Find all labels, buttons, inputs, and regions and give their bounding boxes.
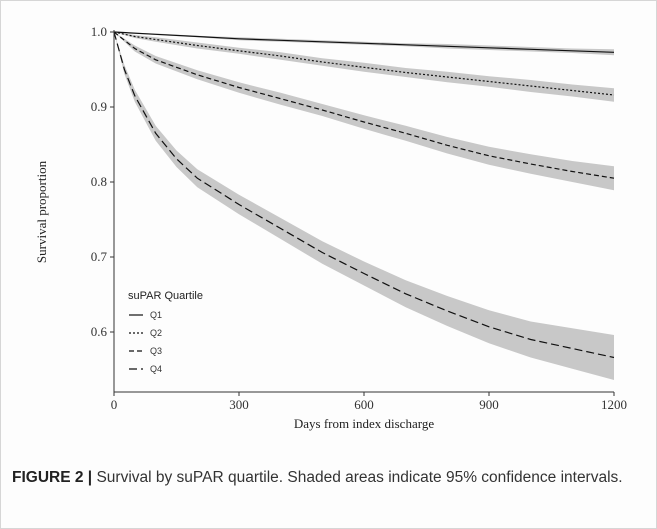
survival-chart: 0.6 0.7 0.8 0.9 1.0 0 300 600 900 1200 Days from i… bbox=[34, 24, 627, 431]
y-tick-label: 0.8 bbox=[91, 174, 107, 189]
legend-label-q1: Q1 bbox=[150, 310, 162, 320]
legend: suPAR Quartile Q1 Q2 Q3 Q4 bbox=[128, 290, 203, 374]
x-tick-label: 0 bbox=[111, 397, 118, 412]
y-tick-label: 0.7 bbox=[91, 249, 108, 264]
y-tick-label: 0.6 bbox=[91, 324, 108, 339]
series-line-q4 bbox=[113, 31, 615, 359]
legend-label-q3: Q3 bbox=[150, 346, 162, 356]
figure-label: FIGURE 2 | bbox=[12, 469, 93, 486]
y-tick-label: 1.0 bbox=[91, 24, 107, 39]
figure-caption: FIGURE 2 | Survival by suPAR quartile. S… bbox=[12, 467, 642, 489]
y-tick-label: 0.9 bbox=[91, 99, 107, 114]
ci-band-q3 bbox=[114, 32, 614, 191]
legend-label-q2: Q2 bbox=[150, 328, 162, 338]
x-tick-label: 1200 bbox=[601, 397, 627, 412]
caption-text: Survival by suPAR quartile. Shaded areas… bbox=[92, 469, 623, 486]
legend-label-q4: Q4 bbox=[150, 364, 162, 374]
confidence-bands bbox=[114, 32, 614, 380]
x-axis-title: Days from index discharge bbox=[294, 416, 434, 431]
y-axis-title: Survival proportion bbox=[34, 160, 49, 263]
survival-lines bbox=[113, 31, 615, 359]
x-tick-label: 900 bbox=[479, 397, 499, 412]
x-tick-label: 300 bbox=[229, 397, 249, 412]
series-line-q2 bbox=[113, 31, 615, 96]
legend-title: suPAR Quartile bbox=[128, 290, 203, 302]
ci-band-q4 bbox=[114, 32, 614, 380]
series-line-q1 bbox=[113, 31, 615, 53]
axes: 0.6 0.7 0.8 0.9 1.0 0 300 600 900 1200 Days from i… bbox=[34, 24, 627, 431]
series-line-q3 bbox=[113, 31, 615, 179]
x-tick-label: 600 bbox=[354, 397, 374, 412]
